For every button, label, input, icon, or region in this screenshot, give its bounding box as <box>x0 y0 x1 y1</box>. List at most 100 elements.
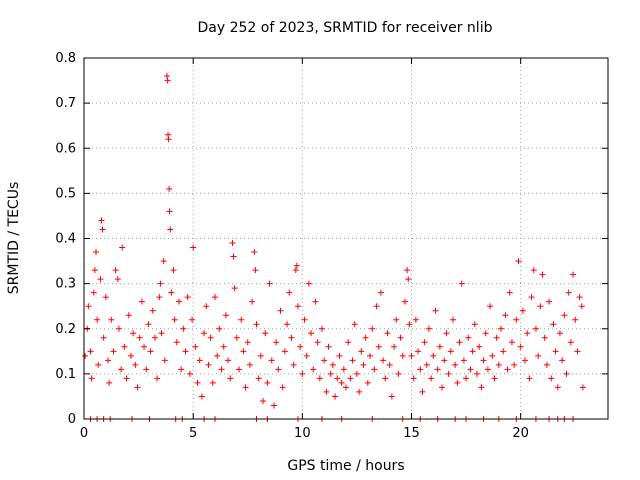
data-point <box>362 334 369 341</box>
data-point <box>384 330 391 337</box>
axis-ticks <box>83 57 608 420</box>
data-point <box>105 357 112 364</box>
data-point <box>277 307 284 314</box>
data-point <box>524 330 531 337</box>
data-point <box>164 77 171 84</box>
data-point <box>425 325 432 332</box>
data-point <box>229 240 236 247</box>
data-point <box>334 375 341 382</box>
data-point <box>90 289 97 296</box>
data-point <box>556 330 563 337</box>
data-point <box>528 294 535 301</box>
data-point <box>421 339 428 346</box>
data-point <box>119 244 126 251</box>
data-point <box>253 321 260 328</box>
data-point <box>546 298 553 305</box>
data-point <box>443 330 450 337</box>
data-point <box>522 357 529 364</box>
data-point <box>367 352 374 359</box>
data-point <box>493 334 500 341</box>
data-point <box>480 357 487 364</box>
data-point <box>231 285 238 292</box>
data-point <box>233 334 240 341</box>
data-point <box>236 366 243 373</box>
data-point <box>268 357 275 364</box>
data-point <box>325 343 332 350</box>
data-points <box>82 73 586 422</box>
data-point <box>97 276 104 283</box>
data-point <box>145 321 152 328</box>
data-point <box>371 366 378 373</box>
data-point <box>238 316 245 323</box>
data-point <box>157 280 164 287</box>
data-point <box>452 361 459 368</box>
data-point <box>323 388 330 395</box>
data-point <box>441 357 448 364</box>
data-point <box>170 267 177 274</box>
y-tick-label: 0.5 <box>55 186 76 201</box>
data-point <box>458 280 465 287</box>
data-point <box>220 343 227 350</box>
data-point <box>308 330 315 337</box>
data-point <box>353 370 360 377</box>
data-point <box>382 375 389 382</box>
data-point <box>456 339 463 346</box>
data-point <box>369 325 376 332</box>
data-point <box>502 312 509 319</box>
data-point <box>482 330 489 337</box>
y-tick-label: 0.7 <box>55 96 76 111</box>
data-point <box>270 402 277 409</box>
data-point <box>303 352 310 359</box>
data-point <box>246 361 253 368</box>
data-point <box>314 339 321 346</box>
data-point <box>406 321 413 328</box>
data-point <box>112 267 119 274</box>
data-point <box>576 294 583 301</box>
data-point <box>175 298 182 305</box>
data-point <box>526 375 533 382</box>
data-point <box>391 343 398 350</box>
data-point <box>134 384 141 391</box>
data-point <box>214 352 221 359</box>
data-point <box>136 334 143 341</box>
data-point <box>294 303 301 310</box>
data-point <box>343 384 349 391</box>
data-point <box>511 361 518 368</box>
data-point <box>489 352 496 359</box>
data-point <box>478 384 485 391</box>
data-point <box>141 343 148 350</box>
data-point <box>312 298 319 305</box>
data-point <box>537 303 544 310</box>
data-point <box>284 321 291 328</box>
data-point <box>108 316 115 323</box>
data-point <box>360 361 367 368</box>
chart-title: Day 252 of 2023, SRMTID for receiver nli… <box>198 20 493 36</box>
data-point <box>167 226 174 233</box>
data-point <box>500 348 507 355</box>
data-point <box>563 370 570 377</box>
y-tick-label: 0 <box>68 412 76 427</box>
data-point <box>351 321 358 328</box>
data-point <box>165 136 172 143</box>
data-point <box>125 312 132 319</box>
data-point <box>579 384 586 391</box>
data-point <box>430 352 437 359</box>
data-point <box>293 262 300 269</box>
data-point <box>100 334 107 341</box>
data-point <box>347 375 354 382</box>
data-point <box>218 366 225 373</box>
data-point <box>149 307 156 314</box>
data-point <box>151 334 158 341</box>
data-point <box>110 348 117 355</box>
x-tick-label: 10 <box>294 426 311 441</box>
data-point <box>88 375 95 382</box>
data-point <box>114 276 121 283</box>
data-point <box>85 303 92 310</box>
data-point <box>290 361 297 368</box>
y-tick-label: 0.2 <box>55 322 76 337</box>
x-axis-label: GPS time / hours <box>287 458 404 474</box>
data-point <box>535 352 542 359</box>
data-point <box>508 339 515 346</box>
data-point <box>404 267 411 274</box>
